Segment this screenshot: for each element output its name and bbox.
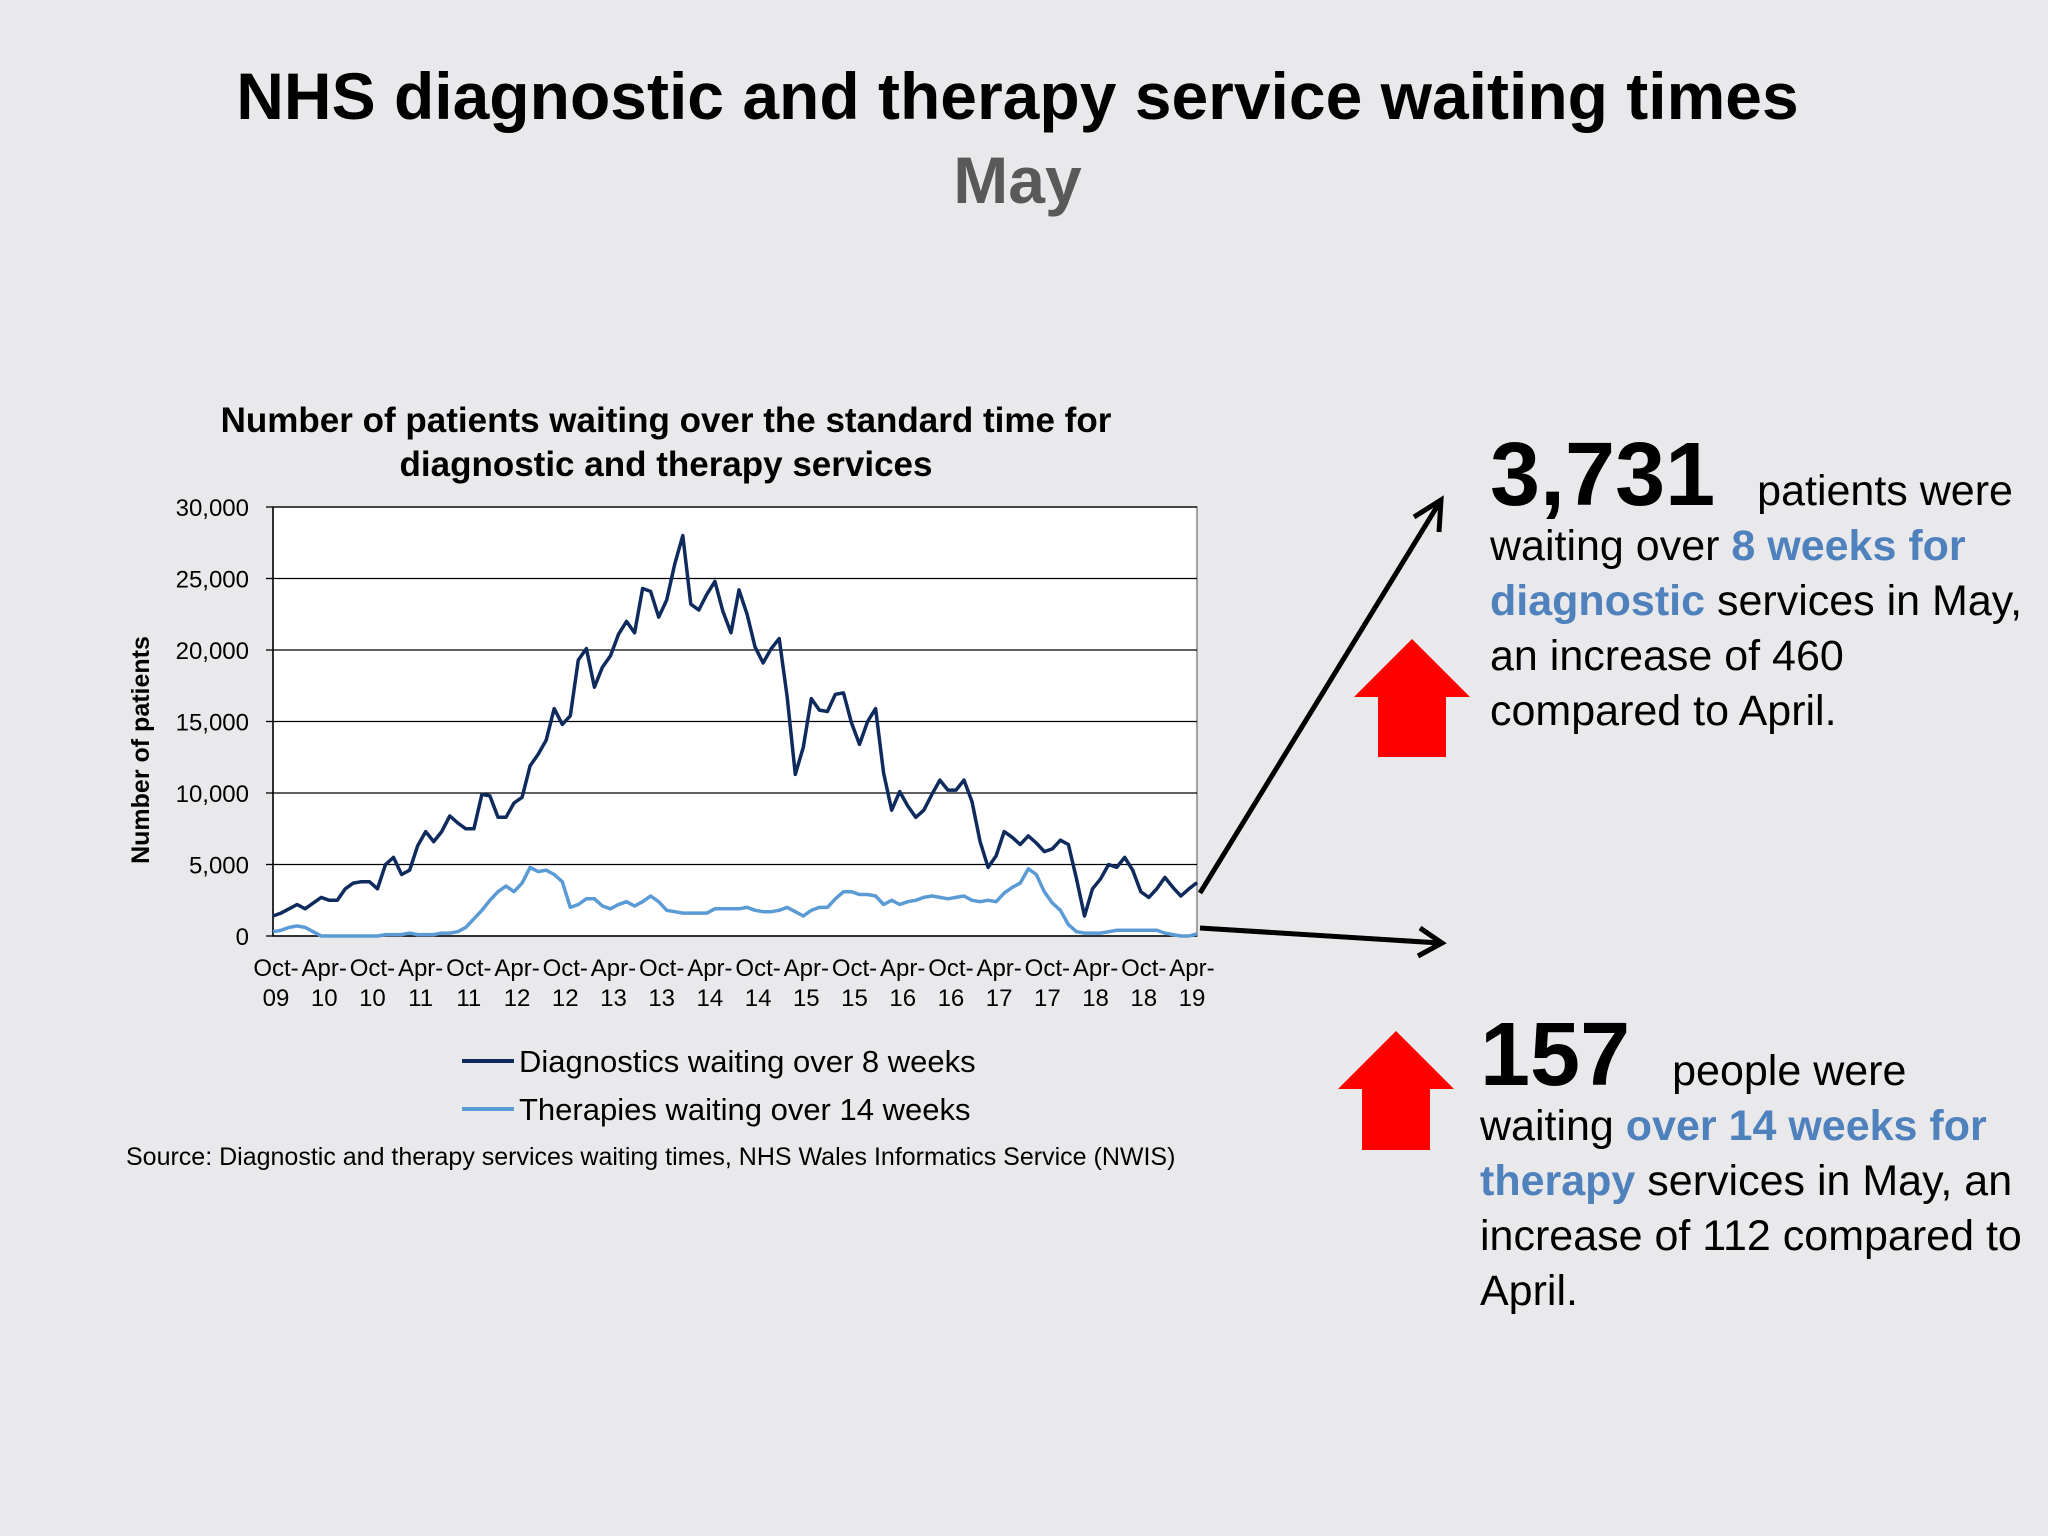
x-tick-label: Apr-: [880, 955, 925, 982]
x-tick-label: Oct-: [1121, 955, 1166, 982]
x-tick-label: 11: [456, 985, 481, 1012]
therapy-callout: 157 people were waiting over 14 weeks fo…: [1480, 1010, 2035, 1319]
x-tick-label: Apr-: [976, 955, 1021, 982]
increase-arrow-icon: [1354, 639, 1470, 757]
diagnostic-highlight: 8 weeks for diagnostic: [1490, 522, 1966, 625]
pointer-arrow-therapy: [1199, 925, 1447, 959]
x-tick-label: 15: [793, 985, 820, 1012]
page-title: NHS diagnostic and therapy service waiti…: [236, 59, 1799, 133]
legend-label-therapies: Therapies waiting over 14 weeks: [519, 1092, 970, 1127]
diagnostic-callout: 3,731 patients were waiting over 8 weeks…: [1490, 430, 2035, 739]
x-tick-label: 16: [889, 985, 916, 1012]
diagnostic-count: 3,731: [1490, 425, 1716, 525]
diagnostic-text-1: patients were waiting over: [1490, 467, 2013, 570]
x-tick-label: Apr-: [591, 955, 636, 982]
x-tick-label: Oct-: [832, 955, 877, 982]
x-tick-label: Apr-: [398, 955, 443, 982]
chart-title-line2: diagnostic and therapy services: [400, 445, 933, 484]
x-tick-label: Apr-: [1169, 955, 1214, 982]
x-tick-label: Oct-: [446, 955, 491, 982]
x-tick-label: 13: [600, 985, 627, 1012]
x-tick-label: 17: [986, 985, 1013, 1012]
x-tick-label: 19: [1179, 985, 1206, 1012]
x-tick-label: 14: [697, 985, 724, 1012]
series-line: [272, 865, 1198, 938]
chart-title-line1: Number of patients waiting over the stan…: [221, 401, 1112, 440]
x-tick-label: Apr-: [302, 955, 347, 982]
y-tick-label: 0: [236, 924, 249, 951]
y-axis-label: Number of patients: [127, 636, 155, 864]
legend-label-diagnostics: Diagnostics waiting over 8 weeks: [519, 1044, 976, 1079]
therapy-text-2: services in May, an increase of 112 comp…: [1480, 1157, 2022, 1315]
x-tick-label: 13: [648, 985, 675, 1012]
x-tick-label: 12: [504, 985, 531, 1012]
series-line: [272, 533, 1199, 918]
y-tick-label: 25,000: [176, 567, 249, 594]
x-tick-label: 10: [359, 985, 386, 1012]
x-tick-label: 14: [745, 985, 772, 1012]
x-tick-label: 16: [938, 985, 965, 1012]
x-tick-label: 18: [1082, 985, 1109, 1012]
x-tick-label: 17: [1034, 985, 1061, 1012]
therapy-text-1: people were waiting: [1480, 1047, 1907, 1150]
x-tick-label: Oct-: [735, 955, 780, 982]
x-tick-label: 09: [263, 985, 290, 1012]
x-tick-label: 10: [311, 985, 338, 1012]
x-tick-label: Oct-: [543, 955, 588, 982]
x-tick-label: Oct-: [928, 955, 973, 982]
diagnostic-text-2: services in May, an increase of 460 comp…: [1490, 577, 2023, 735]
x-tick-label: Oct-: [350, 955, 395, 982]
x-tick-label: Oct-: [639, 955, 684, 982]
x-tick-label: Apr-: [494, 955, 539, 982]
page-subtitle: May: [953, 143, 1082, 217]
x-tick-label: 15: [841, 985, 868, 1012]
x-tick-label: Oct-: [253, 955, 298, 982]
x-tick-label: Apr-: [1073, 955, 1118, 982]
pointer-arrow-diagnostic: [1197, 495, 1444, 895]
y-tick-label: 10,000: [176, 781, 249, 808]
increase-arrow-icon: [1338, 1031, 1454, 1150]
y-tick-label: 5,000: [189, 853, 249, 880]
y-tick-label: 15,000: [176, 710, 249, 737]
y-tick-label: 30,000: [176, 495, 249, 522]
therapy-highlight: over 14 weeks for therapy: [1480, 1102, 1987, 1205]
source-note: Source: Diagnostic and therapy services …: [126, 1143, 1176, 1171]
x-tick-label: Apr-: [784, 955, 829, 982]
y-tick-label: 20,000: [176, 638, 249, 665]
x-tick-label: Oct-: [1025, 955, 1070, 982]
x-tick-label: 18: [1130, 985, 1157, 1012]
x-tick-label: 12: [552, 985, 579, 1012]
x-tick-label: 11: [408, 985, 433, 1012]
therapy-count: 157: [1480, 1005, 1631, 1105]
x-tick-label: Apr-: [687, 955, 732, 982]
